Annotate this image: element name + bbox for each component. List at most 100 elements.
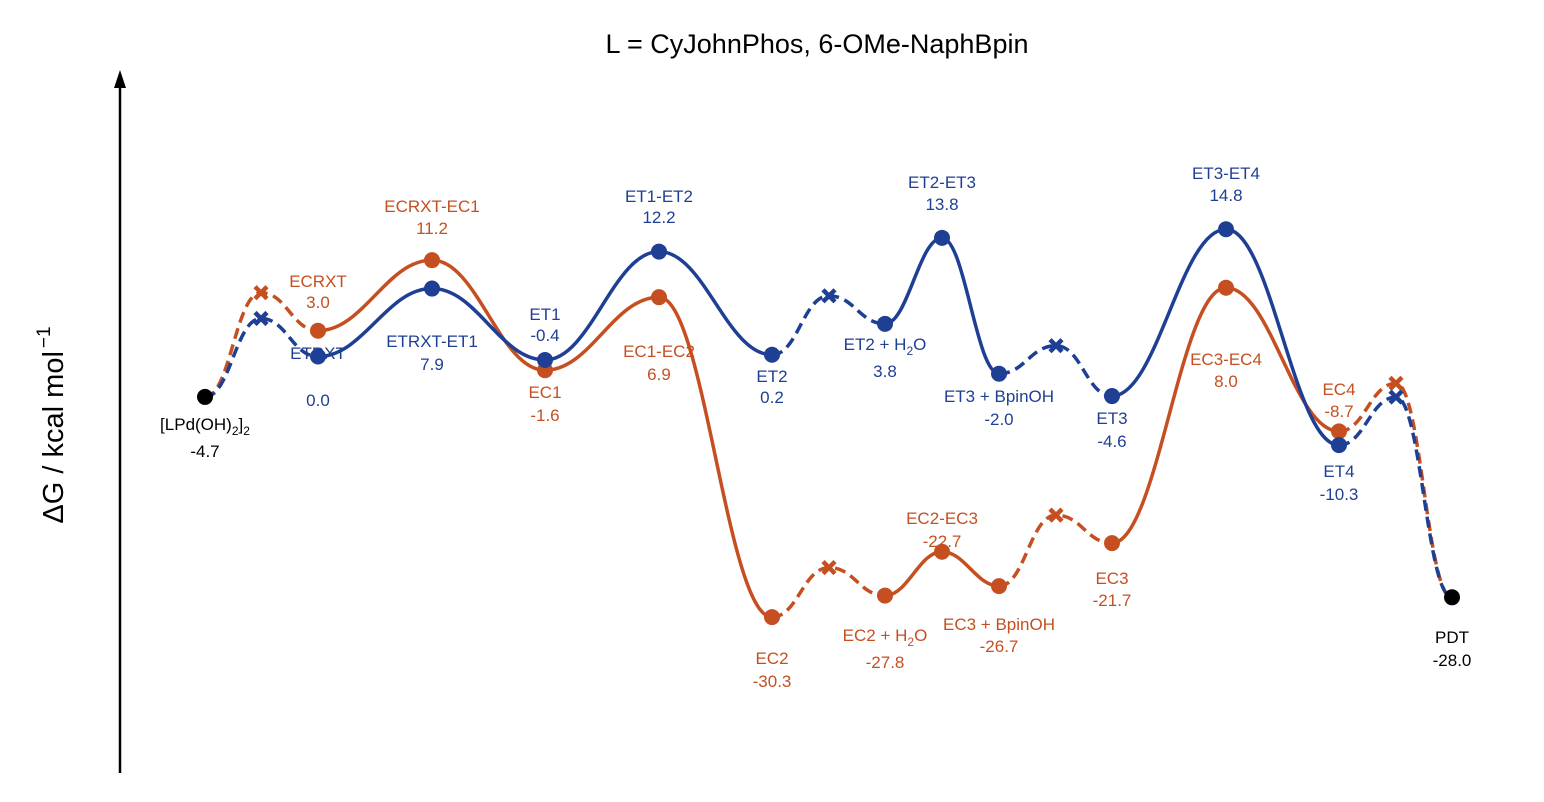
et-point-etrxt — [310, 348, 326, 365]
y-axis-label: ΔG / kcal mol−1 — [34, 326, 70, 523]
et-et4-value: -10.3 — [1320, 485, 1359, 504]
ec-ec3-label: EC3 — [1095, 569, 1128, 588]
ec-intermediate-x-marker-1 — [821, 559, 837, 576]
ec-point-ec1-ec2 — [651, 289, 667, 306]
et-dashed-connector-0 — [204, 316, 319, 399]
ec-ec3-value: -21.7 — [1093, 591, 1132, 610]
et-et3-bpinoh-value: -2.0 — [984, 410, 1013, 429]
et-et3-et4-label: ET3-ET4 — [1192, 164, 1260, 183]
et-point-et2-et3 — [934, 229, 950, 246]
ec-point-ecrxt-ec1 — [424, 252, 440, 269]
et-curve-segment-1 — [431, 286, 546, 362]
ec-ec3-bpinoh-value: -26.7 — [980, 637, 1019, 656]
et-curve-segment-8 — [1111, 227, 1227, 398]
et-curve-segment-6 — [941, 236, 1000, 376]
et-curve-segment-9 — [1225, 227, 1340, 447]
ec-intermediate-x-marker-0 — [253, 285, 269, 301]
et-point-et3-bpinoh — [991, 365, 1007, 382]
et-point-et3 — [1104, 388, 1120, 405]
start-value: -4.7 — [190, 442, 219, 461]
ec-ecrxt-label: ECRXT — [289, 272, 347, 291]
et-et1-label: ET1 — [529, 305, 560, 324]
et-etrxt-value: 0.0 — [306, 391, 330, 410]
ec-ec3-bpinoh-label: EC3 + BpinOH — [943, 615, 1055, 634]
chart-title: L = CyJohnPhos, 6-OMe-NaphBpin — [606, 29, 1029, 59]
curves-layer — [204, 227, 1453, 619]
ec-curve-segment-1 — [431, 258, 546, 373]
ec-ec1-label: EC1 — [528, 383, 561, 402]
et-et1-et2-value: 12.2 — [642, 208, 675, 227]
et-et4-label: ET4 — [1323, 462, 1354, 481]
ec-ec2-ec3-label: EC2-EC3 — [906, 509, 978, 528]
et-intermediate-x-marker-1 — [821, 288, 837, 304]
ec-point-ec2-h2o — [877, 587, 893, 604]
et-et2-value: 0.2 — [760, 388, 784, 407]
et-et1-et2-label: ET1-ET2 — [625, 187, 693, 206]
ec-curve-segment-6 — [941, 549, 1000, 588]
ec-curve-segment-9 — [1225, 285, 1340, 434]
et-intermediate-x-marker-0 — [253, 310, 269, 327]
end-point — [1444, 589, 1460, 606]
ec-intermediate-x-marker-2 — [1048, 507, 1064, 523]
et-point-et2 — [764, 346, 780, 363]
ec-ec2-h2o-label: EC2 + H2O — [843, 626, 928, 649]
labels-layer: ETRXT 0.0 ETRXT-ET1 7.9 ET1 -0.4 ET1-ET2 12.2 ET… — [160, 164, 1471, 691]
ec-ec2-value: -30.3 — [753, 672, 792, 691]
ec-ecrxt-ec1-label: ECRXT-EC1 — [384, 197, 479, 216]
ec-dashed-connector-1 — [771, 565, 886, 619]
et-curve-segment-2 — [544, 249, 660, 362]
et-point-et3-et4 — [1218, 221, 1234, 238]
ec-ecrxt-ec1-value: 11.2 — [416, 219, 448, 238]
et-intermediate-x-marker-3 — [1388, 389, 1404, 405]
ec-curve-segment-3 — [658, 295, 773, 619]
et-intermediate-x-marker-2 — [1048, 338, 1064, 354]
et-etrxt-label: ETRXT — [290, 344, 346, 363]
et-curve-segment-3 — [658, 249, 773, 357]
ec-ec1-ec2-value: 6.9 — [647, 365, 671, 384]
et-etrxt-et1-value: 7.9 — [420, 355, 444, 374]
ec-ec2-label: EC2 — [755, 649, 788, 668]
et-et2-label: ET2 — [756, 367, 787, 386]
end-label: PDT — [1435, 628, 1469, 647]
et-curve-segment-5 — [884, 236, 943, 326]
ec-point-ec3 — [1104, 535, 1120, 552]
et-point-et1 — [537, 351, 553, 368]
ec-ec3-ec4-label: EC3-EC4 — [1190, 350, 1262, 369]
ec-ecrxt-value: 3.0 — [306, 293, 330, 312]
et-et1-value: -0.4 — [530, 326, 559, 345]
start-point — [197, 388, 213, 405]
et-dashed-connector-3 — [1338, 395, 1453, 600]
et-curve-segment-0 — [317, 286, 433, 359]
ec-ec4-value: -8.7 — [1324, 402, 1353, 421]
et-point-et2-h2o — [877, 315, 893, 332]
ec-point-ec2 — [764, 609, 780, 626]
ec-point-ec2-ec3 — [934, 543, 950, 560]
ec-point-ec3-ec4 — [1218, 279, 1234, 296]
et-dashed-connector-2 — [998, 343, 1113, 398]
markers-layer — [197, 221, 1460, 626]
et-point-etrxt-et1 — [424, 280, 440, 297]
et-et2-h2o-label: ET2 + H2O — [844, 335, 927, 358]
et-etrxt-et1-label: ETRXT-ET1 — [386, 332, 478, 351]
ec-dashed-connector-3 — [1338, 381, 1453, 600]
et-et3-et4-value: 14.8 — [1209, 186, 1242, 205]
ec-curve-segment-0 — [317, 258, 433, 333]
ec-curve-segment-8 — [1111, 285, 1227, 545]
et-et3-label: ET3 — [1096, 409, 1127, 428]
et-et2-et3-value: 13.8 — [925, 195, 958, 214]
ec-ec1-value: -1.6 — [530, 406, 559, 425]
ec-ec3-ec4-value: 8.0 — [1214, 372, 1238, 391]
end-value: -28.0 — [1433, 651, 1472, 670]
et-et2-et3-label: ET2-ET3 — [908, 173, 976, 192]
et-point-et1-et2 — [651, 243, 667, 260]
ec-point-ec3-bpinoh — [991, 578, 1007, 595]
ec-ec2-h2o-value: -27.8 — [866, 653, 905, 672]
ec-ec4-label: EC4 — [1322, 380, 1355, 399]
et-et3-bpinoh-label: ET3 + BpinOH — [944, 387, 1054, 406]
ec-ec1-ec2-label: EC1-EC2 — [623, 342, 695, 361]
start-label: [LPd(OH)2]2 — [160, 415, 250, 438]
et-et3-value: -4.6 — [1097, 432, 1126, 451]
et-point-et4 — [1331, 437, 1347, 454]
ec-curve-segment-5 — [884, 549, 943, 598]
